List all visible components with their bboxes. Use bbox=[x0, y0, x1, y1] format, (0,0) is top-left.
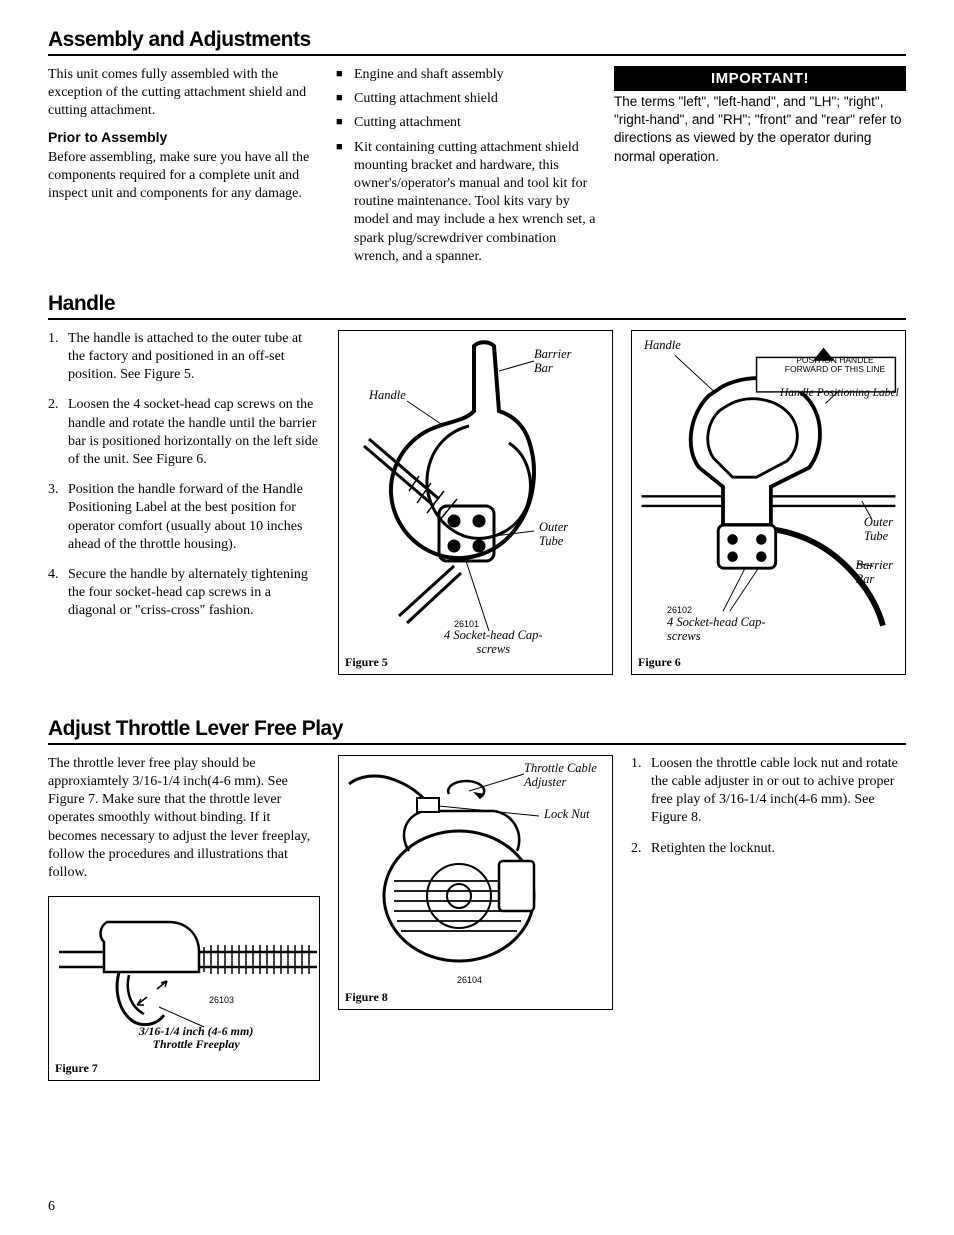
figure-7: 26103 3/16-1/4 inch (4-6 mm) Throttle Fr… bbox=[48, 896, 320, 1081]
fig6-caption: Figure 6 bbox=[638, 655, 681, 670]
fig7-caption: Figure 7 bbox=[55, 1061, 98, 1076]
fig6-position-text: POSITION HANDLE FORWARD OF THIS LINE bbox=[770, 356, 900, 375]
figure-5: Barrier Bar Handle Outer Tube 4 Socket-h… bbox=[338, 330, 613, 675]
throttle-steps: Loosen the throttle cable lock nut and r… bbox=[631, 755, 906, 858]
throttle-intro: The throttle lever free play should be a… bbox=[48, 755, 320, 882]
fig6-label-screws: 4 Socket-head Cap- screws bbox=[667, 616, 766, 644]
section-title-assembly: Assembly and Adjustments bbox=[48, 28, 906, 56]
fig6-label-handle: Handle bbox=[644, 339, 681, 353]
important-header: IMPORTANT! bbox=[616, 68, 904, 89]
figure-8-illustration bbox=[339, 756, 614, 1011]
section-title-throttle: Adjust Throttle Lever Free Play bbox=[48, 717, 906, 745]
figure-6: Handle POSITION HANDLE FORWARD OF THIS L… bbox=[631, 330, 906, 675]
fig7-label-freeplay: 3/16-1/4 inch (4-6 mm) Throttle Freeplay bbox=[139, 1025, 253, 1051]
fig7-num: 26103 bbox=[209, 995, 234, 1005]
section-title-handle: Handle bbox=[48, 292, 906, 320]
step-item: The handle is attached to the outer tube… bbox=[48, 330, 320, 385]
fig8-num: 26104 bbox=[457, 975, 482, 985]
step-item: Retighten the locknut. bbox=[631, 840, 906, 858]
step-item: Loosen the throttle cable lock nut and r… bbox=[631, 755, 906, 828]
assembly-bullets: Engine and shaft assembly Cutting attach… bbox=[336, 66, 596, 266]
figure-7-illustration bbox=[49, 897, 321, 1082]
fig5-label-outer: Outer Tube bbox=[539, 521, 568, 549]
important-box: IMPORTANT! The terms "left", "left-hand"… bbox=[614, 66, 906, 166]
assembly-subhead: Prior to Assembly bbox=[48, 129, 318, 145]
fig6-position-caption: Handle Positioning Label bbox=[780, 387, 899, 400]
fig6-num: 26102 bbox=[667, 605, 692, 615]
fig5-num: 26101 bbox=[454, 619, 479, 629]
important-body: The terms "left", "left-hand", and "LH";… bbox=[614, 91, 906, 166]
fig5-label-barrier: Barrier Bar bbox=[534, 348, 572, 376]
step-item: Position the handle forward of the Handl… bbox=[48, 481, 320, 554]
handle-steps: The handle is attached to the outer tube… bbox=[48, 330, 320, 621]
bullet-item: Cutting attachment bbox=[336, 114, 596, 132]
bullet-item: Cutting attachment shield bbox=[336, 90, 596, 108]
step-item: Secure the handle by alternately tighten… bbox=[48, 566, 320, 621]
fig6-label-barrier: Barrier Bar bbox=[856, 559, 894, 587]
fig8-label-adjuster: Throttle Cable Adjuster bbox=[524, 762, 597, 790]
fig5-caption: Figure 5 bbox=[345, 655, 388, 670]
page-number: 6 bbox=[48, 1199, 55, 1215]
bullet-item: Engine and shaft assembly bbox=[336, 66, 596, 84]
bullet-item: Kit containing cutting attachment shield… bbox=[336, 139, 596, 266]
fig8-label-locknut: Lock Nut bbox=[544, 808, 589, 822]
fig5-label-handle: Handle bbox=[369, 389, 406, 403]
section-assembly: Assembly and Adjustments This unit comes… bbox=[48, 28, 906, 272]
fig6-label-outer: Outer Tube bbox=[864, 516, 893, 544]
assembly-intro: This unit comes fully assembled with the… bbox=[48, 66, 318, 121]
assembly-prior-text: Before assembling, make sure you have al… bbox=[48, 149, 318, 204]
section-throttle: Adjust Throttle Lever Free Play The thro… bbox=[48, 717, 906, 1081]
fig8-caption: Figure 8 bbox=[345, 990, 388, 1005]
step-item: Loosen the 4 socket-head cap screws on t… bbox=[48, 396, 320, 469]
section-handle: Handle The handle is attached to the out… bbox=[48, 292, 906, 675]
figure-8: Throttle Cable Adjuster Lock Nut 26104 F… bbox=[338, 755, 613, 1010]
fig5-label-screws: 4 Socket-head Cap- screws bbox=[444, 629, 543, 657]
